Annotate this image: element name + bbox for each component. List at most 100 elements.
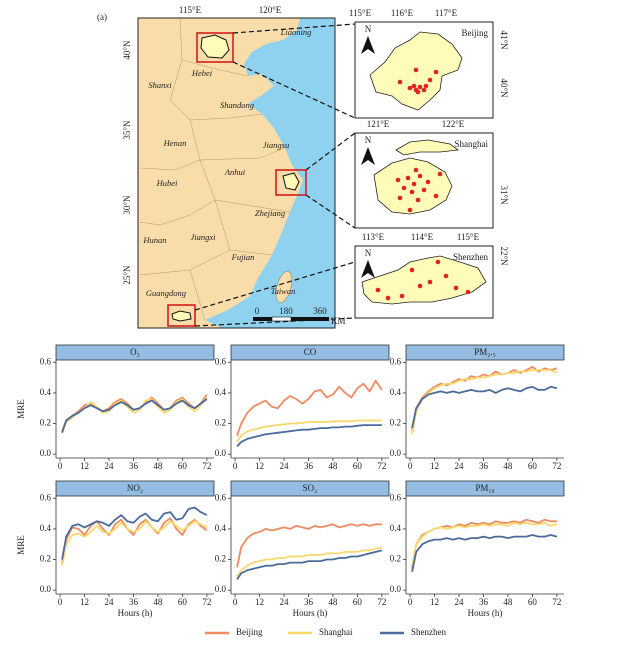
x-tick-label: 12 — [80, 461, 89, 471]
site-dot — [405, 175, 411, 181]
site-dot — [407, 85, 413, 91]
beijing-shape — [200, 34, 230, 59]
lon-label: 120°E — [259, 5, 282, 15]
lon-label: 116°E — [391, 8, 414, 18]
y-tick-label: 0.2 — [390, 418, 401, 428]
sea — [205, 18, 335, 328]
lon-label: 115°E — [457, 232, 480, 242]
y-tick-label: 0.4 — [215, 523, 227, 533]
lat-label: 31°N — [499, 185, 509, 205]
x-tick-label: 36 — [304, 597, 314, 607]
y-tick-label: 0.2 — [215, 418, 226, 428]
site-dot — [411, 181, 417, 187]
legend-label: Shanghai — [319, 627, 353, 637]
series-line — [61, 506, 208, 560]
scale-unit: KM — [331, 316, 346, 326]
strip — [405, 344, 565, 361]
x-tick-label: 0 — [58, 597, 63, 607]
x-tick-label: 48 — [328, 597, 338, 607]
province-label: Jiangsu — [263, 140, 289, 150]
site-dot — [443, 273, 449, 279]
province-label: Shanxi — [148, 80, 172, 90]
series-line — [411, 534, 558, 572]
site-dot — [417, 173, 423, 179]
x-tick-label: 24 — [105, 461, 115, 471]
series-line — [411, 385, 558, 429]
chart-title: NO₂ — [127, 483, 143, 493]
scale-label: 360 — [313, 306, 327, 316]
series-line — [61, 398, 208, 433]
y-tick-label: 0.4 — [40, 523, 52, 533]
site-dot — [415, 89, 421, 95]
x-tick-label: 0 — [233, 461, 238, 471]
inset-name: Shenzhen — [453, 252, 488, 262]
y-tick-label: 0.4 — [390, 523, 402, 533]
x-tick-label: 0 — [58, 461, 63, 471]
x-tick-label: 12 — [255, 461, 264, 471]
series-line — [236, 546, 383, 577]
site-dot — [435, 259, 441, 265]
x-tick-label: 12 — [80, 597, 89, 607]
site-dot — [417, 283, 423, 289]
scale-label: 0 — [255, 306, 260, 316]
taiwan-island — [275, 271, 293, 303]
scale-label: 180 — [279, 306, 293, 316]
x-tick-label: 48 — [328, 461, 338, 471]
y-tick-label: 0.4 — [40, 387, 52, 397]
lat-label: 40°N — [499, 78, 509, 98]
x-tick-label: 24 — [280, 461, 290, 471]
site-dot — [375, 287, 381, 293]
x-tick-label: 24 — [280, 597, 290, 607]
series-line — [411, 366, 558, 432]
x-tick-label: 72 — [552, 597, 561, 607]
x-axis-label: Hours (h) — [118, 608, 153, 618]
inset-name: Shanghai — [455, 139, 489, 149]
site-dot — [385, 295, 391, 301]
y-tick-label: 0.2 — [215, 554, 226, 564]
province-label: Hubei — [156, 178, 178, 188]
x-tick-label: 36 — [304, 461, 314, 471]
site-dot — [399, 293, 405, 299]
lon-label: 113°E — [362, 232, 385, 242]
lat-label: 41°N — [499, 30, 509, 50]
province-label: Zhejiang — [255, 208, 285, 218]
north-label: N — [365, 135, 372, 145]
shenzhen-shape — [171, 310, 192, 322]
x-tick-label: 60 — [528, 461, 538, 471]
x-tick-label: 72 — [377, 597, 386, 607]
province-label: Guangdong — [146, 288, 186, 298]
panel-label: (a) — [97, 12, 107, 22]
lat-label: 22°N — [499, 246, 509, 266]
y-tick-label: 0.4 — [215, 387, 227, 397]
site-dot — [413, 67, 419, 73]
y-tick-label: 0.0 — [40, 448, 52, 458]
lat-label: 25°N — [122, 265, 132, 285]
shanghai-shape — [282, 172, 300, 191]
x-tick-label: 72 — [202, 461, 211, 471]
north-arrow — [361, 147, 375, 165]
province-label: Anhui — [224, 167, 246, 177]
site-dot — [395, 177, 401, 183]
site-dot — [453, 285, 459, 291]
strip — [230, 344, 390, 361]
site-dot — [413, 167, 419, 173]
province-borders — [139, 17, 291, 321]
site-dot — [415, 197, 421, 203]
x-tick-label: 60 — [178, 461, 188, 471]
beijing-box — [196, 32, 234, 63]
province-label: Shandong — [220, 100, 254, 110]
x-tick-label: 60 — [528, 597, 538, 607]
y-tick-label: 0.6 — [40, 492, 52, 502]
x-axis-label: Hours (h) — [468, 608, 503, 618]
legend-label: Shenzhen — [411, 627, 446, 637]
north-arrow — [361, 36, 375, 54]
y-axis-label: MRE — [16, 535, 26, 555]
province-label: Hebei — [191, 68, 213, 78]
x-tick-label: 60 — [353, 461, 363, 471]
lat-label: 40°N — [122, 40, 132, 60]
y-tick-label: 0.2 — [390, 554, 401, 564]
province-label: Hunan — [142, 235, 166, 245]
y-tick-label: 0.2 — [40, 418, 51, 428]
connectors — [194, 23, 356, 327]
